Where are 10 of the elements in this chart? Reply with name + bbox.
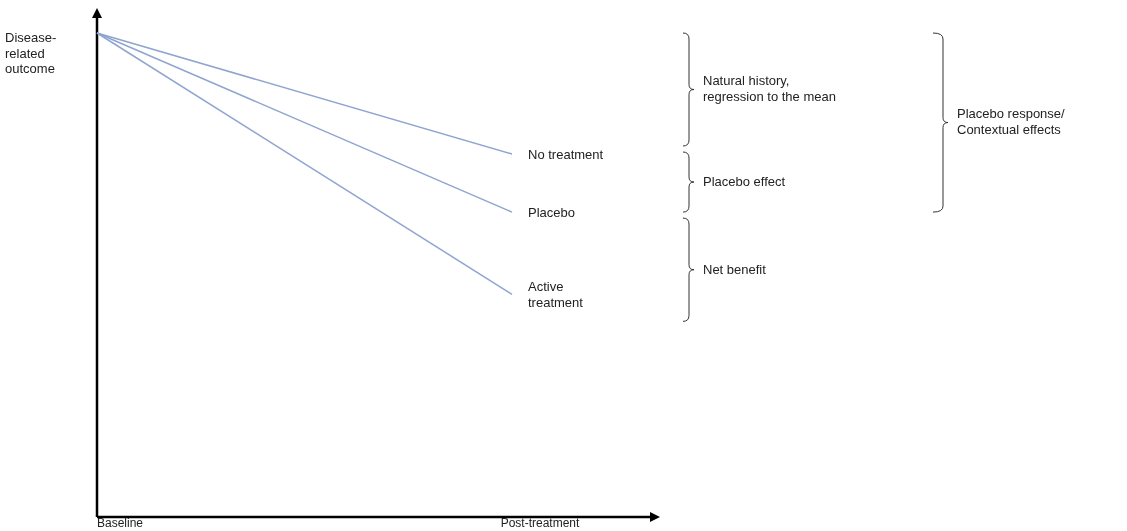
- text: Net benefit: [703, 261, 767, 277]
- series-label: Active treatment: [528, 279, 584, 310]
- series-label: No treatment: [528, 147, 604, 162]
- y-axis-title: Disease-related outcome: [5, 30, 57, 77]
- text: Placebo effect: [703, 174, 786, 190]
- x-tick-label: Baseline: [97, 516, 144, 530]
- x-tick-label: Post-treatment: [500, 516, 581, 530]
- text: Placebo response/ Contextual effects: [957, 106, 1066, 137]
- text: Natural history, regression to the mean: [703, 73, 836, 104]
- series-label: Placebo: [528, 205, 575, 221]
